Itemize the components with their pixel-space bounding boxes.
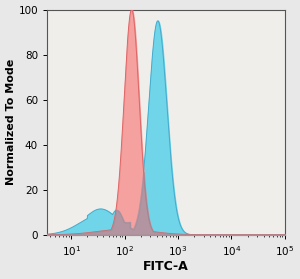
X-axis label: FITC-A: FITC-A [143,260,189,273]
Y-axis label: Normalized To Mode: Normalized To Mode [6,59,16,185]
